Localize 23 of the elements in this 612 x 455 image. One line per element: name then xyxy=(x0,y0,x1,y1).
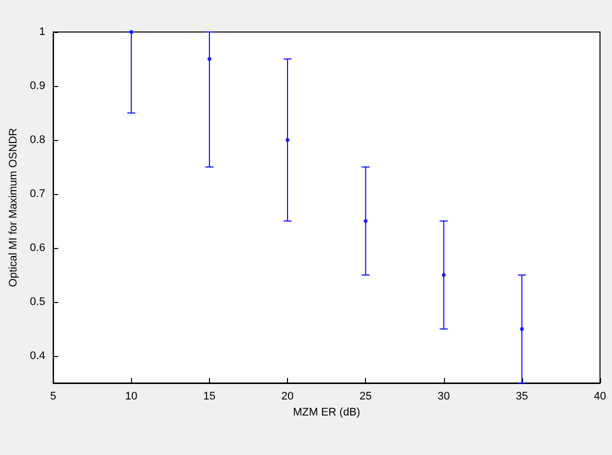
y-tick-label: 0.5 xyxy=(30,296,46,308)
point xyxy=(286,138,290,142)
x-tick-label: 10 xyxy=(125,390,138,402)
y-tick-label: 0.6 xyxy=(30,242,46,254)
point xyxy=(520,327,524,331)
x-tick-label: 5 xyxy=(50,390,56,402)
point xyxy=(364,219,368,223)
y-tick-label: 0.8 xyxy=(30,134,46,146)
y-tick-label: 1 xyxy=(39,26,46,38)
x-axis-title: MZM ER (dB) xyxy=(292,406,360,418)
x-tick-label: 25 xyxy=(360,390,372,402)
y-tick-label: 0.4 xyxy=(30,350,46,362)
x-tick-label: 40 xyxy=(594,390,606,402)
x-tick-label: 30 xyxy=(438,390,450,402)
y-axis-title: Optical MI for Maximum OSNDR xyxy=(8,128,20,287)
x-tick-label: 20 xyxy=(281,390,294,402)
point xyxy=(207,57,212,61)
x-tick-label: 35 xyxy=(516,390,528,402)
point xyxy=(129,30,134,34)
x-tick-label: 15 xyxy=(203,390,216,402)
point xyxy=(442,273,446,277)
y-tick-label: 0.9 xyxy=(30,80,46,92)
y-tick-label: 0.7 xyxy=(30,188,46,200)
